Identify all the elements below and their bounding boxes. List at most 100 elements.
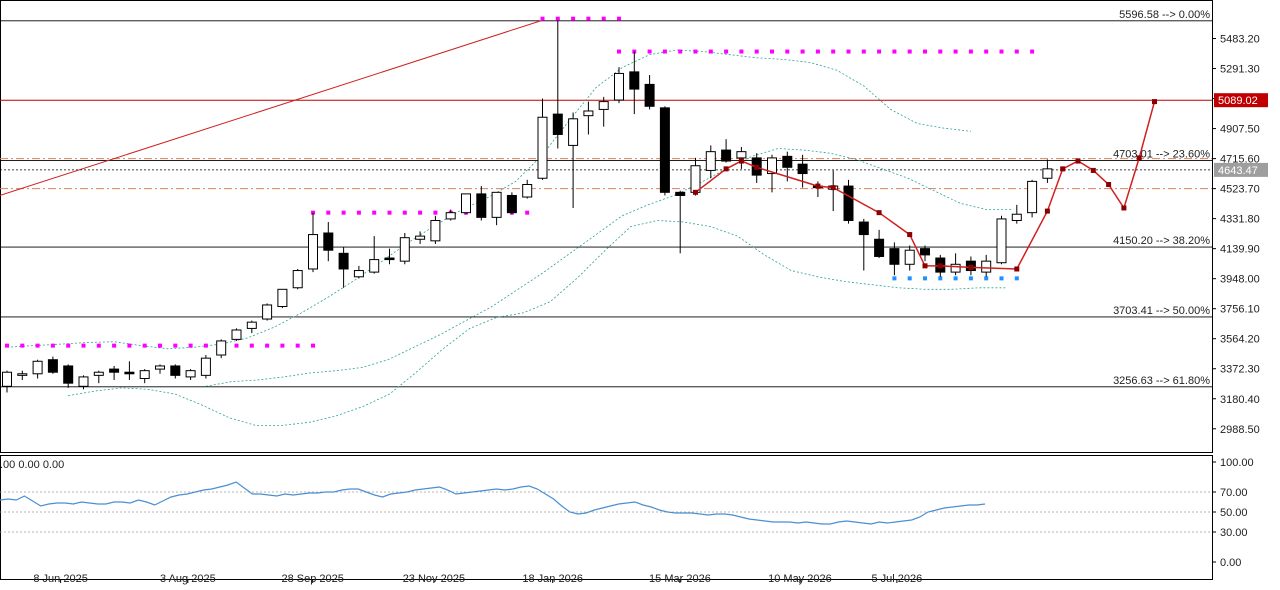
candle-body xyxy=(461,193,471,214)
price-tick-label: 2988.50 xyxy=(1220,424,1260,436)
bollinger-middle-band xyxy=(205,148,1013,387)
candle xyxy=(904,245,915,271)
time-tick-label: 5 Jul 2026 xyxy=(871,573,922,585)
candle-body xyxy=(843,185,854,221)
candle-body xyxy=(1042,168,1053,179)
oscillator-tick-label: 30.00 xyxy=(1220,527,1248,539)
fractal-dot xyxy=(984,49,989,54)
candle xyxy=(338,247,349,288)
price-path-node xyxy=(937,263,943,269)
price-panel-frame xyxy=(0,0,1213,453)
oscillator-tick-label: 100.00 xyxy=(1220,457,1254,469)
candle-body xyxy=(705,151,716,171)
candle-body xyxy=(262,304,273,320)
fractal-dot xyxy=(923,276,927,281)
candle xyxy=(920,245,930,262)
fractal-dot xyxy=(846,49,851,54)
candle xyxy=(537,98,548,180)
candle xyxy=(200,355,211,379)
fractal-dot xyxy=(20,343,25,348)
price-tick-label: 4139.90 xyxy=(1220,244,1260,256)
candle xyxy=(323,222,334,262)
candle-body xyxy=(644,83,655,107)
candle xyxy=(399,233,410,265)
candle xyxy=(369,236,380,274)
fractal-dot xyxy=(724,49,729,54)
candle-body xyxy=(369,259,380,273)
fractal-dot xyxy=(938,49,943,54)
bollinger-lower-band xyxy=(68,220,1006,426)
candle xyxy=(63,364,74,388)
candle xyxy=(1042,159,1053,183)
fractal-dot xyxy=(188,343,193,348)
candle-body xyxy=(889,248,900,265)
fractal-dot xyxy=(571,16,576,21)
fractal-dot xyxy=(785,49,790,54)
oscillator-tick-label: 50.00 xyxy=(1220,507,1248,519)
bollinger-upper-band xyxy=(6,49,971,350)
candle-body xyxy=(78,376,89,387)
fractal-dot xyxy=(617,16,621,21)
price-path-node xyxy=(1152,99,1157,105)
candle xyxy=(246,320,257,334)
current-price-badge xyxy=(1214,93,1268,108)
candle-body xyxy=(583,110,594,117)
fractal-dot xyxy=(525,210,530,215)
candle xyxy=(874,229,885,259)
candle-body xyxy=(506,194,517,214)
fractal-dot xyxy=(800,49,805,54)
fractal-dot xyxy=(770,49,774,54)
fractal-dot xyxy=(433,210,438,215)
candle xyxy=(292,268,303,290)
candle-body xyxy=(797,163,808,175)
fib-level-label: 4150.20 --> 38.20% xyxy=(1113,235,1210,247)
fractal-dot xyxy=(295,343,300,348)
price-path-node xyxy=(1136,155,1142,161)
candle-body xyxy=(996,218,1007,264)
fractal-dot xyxy=(1014,49,1019,54)
candle xyxy=(415,231,426,244)
candle-body xyxy=(200,357,211,376)
candle xyxy=(461,193,471,215)
candle-body xyxy=(430,219,441,242)
candle-body xyxy=(63,365,74,384)
fractal-dot xyxy=(831,49,836,54)
fractal-dot xyxy=(311,343,315,348)
oscillator-tick-label: 0.00 xyxy=(1220,557,1241,569)
candle-body xyxy=(874,238,885,257)
price-path-node xyxy=(922,263,928,269)
candle-body xyxy=(139,370,150,379)
candle-body xyxy=(736,151,747,159)
price-tick-label: 4331.80 xyxy=(1220,214,1260,226)
candle xyxy=(109,365,120,381)
price-path-node xyxy=(968,264,974,270)
candle xyxy=(476,186,487,221)
candle-body xyxy=(124,371,135,375)
candles xyxy=(2,20,1053,393)
fractal-dot xyxy=(693,49,698,54)
fractal-dot-row xyxy=(540,16,621,21)
price-path-node xyxy=(754,164,760,170)
fractal-dot xyxy=(647,49,652,54)
current-price-label: 5089.02 xyxy=(1218,95,1258,107)
candle-body xyxy=(1027,180,1038,214)
fractal-dot xyxy=(127,343,132,348)
time-tick-label: 3 Aug 2025 xyxy=(160,573,216,585)
fractal-dot xyxy=(586,16,591,21)
fractal-dot xyxy=(81,343,86,348)
candle xyxy=(522,179,533,199)
fractal-dot xyxy=(173,343,178,348)
candle xyxy=(216,339,227,359)
candle-body xyxy=(767,157,777,175)
fib-anchor-trendline xyxy=(0,19,543,196)
fractal-dot xyxy=(708,49,713,54)
fractal-dot xyxy=(387,210,392,215)
fractal-dot xyxy=(35,343,40,348)
candle xyxy=(155,364,165,374)
candle-body xyxy=(690,165,701,193)
price-axis: 5483.205291.305099.404907.504715.604523.… xyxy=(1212,34,1260,436)
candle-body xyxy=(185,370,196,378)
fractal-dot xyxy=(892,49,897,54)
candle xyxy=(889,242,900,276)
candle xyxy=(721,139,732,163)
